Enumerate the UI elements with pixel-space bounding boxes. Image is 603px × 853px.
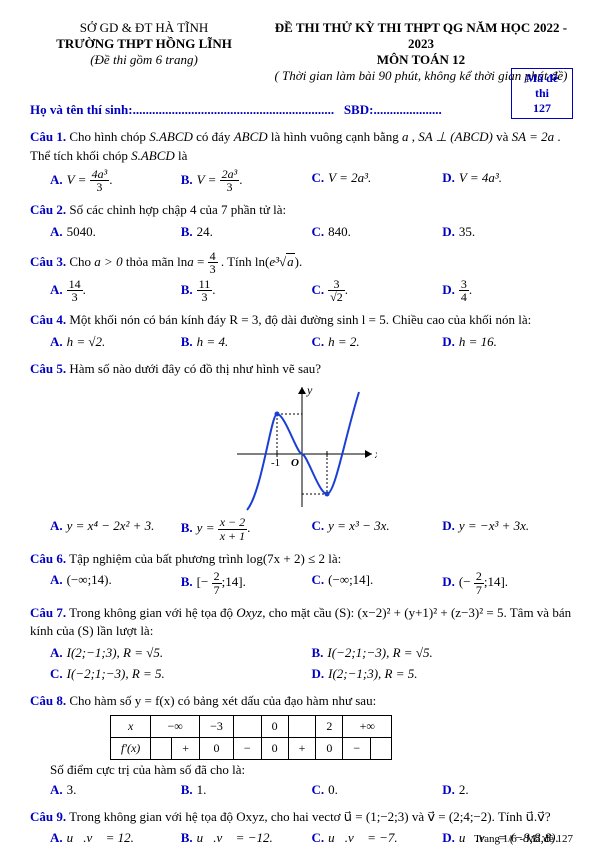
q1: Câu 1. Cho hình chóp S.ABCD có đáy ABCD … — [30, 128, 573, 166]
svg-text:y: y — [306, 383, 313, 397]
q6-B: B.[− 27;14]. — [181, 570, 312, 596]
q4: Câu 4. Một khối nón có bán kính đáy R = … — [30, 311, 573, 330]
q5-B: B.y = x − 2x + 1. — [181, 516, 312, 542]
q6-D: D.(− 27;14]. — [442, 570, 573, 596]
q4-A: A.h = √2. — [50, 332, 181, 353]
school: TRƯỜNG THPT HỒNG LĨNH — [30, 36, 258, 52]
name-label: Họ và tên thí sinh: — [30, 102, 133, 117]
q3-A: A.143. — [50, 278, 181, 304]
q1-D: D.V = 4a³. — [442, 168, 573, 194]
q8-options: A.3. B.1. C.0. D.2. — [50, 780, 573, 801]
q1-B: B.V = 2a³3. — [181, 168, 312, 194]
q5-D: D.y = −x³ + 3x. — [442, 516, 573, 542]
q3-B: B.113. — [181, 278, 312, 304]
q5-A: A.y = x⁴ − 2x² + 3. — [50, 516, 181, 542]
q2-options: A.5040. B.24. C.840. D.35. — [50, 222, 573, 243]
q4-options: A.h = √2. B.h = 4. C.h = 2. D.h = 16. — [50, 332, 573, 353]
svg-text:x: x — [374, 447, 377, 461]
q4-D: D.h = 16. — [442, 332, 573, 353]
svg-text:-1: -1 — [271, 457, 280, 469]
pages: (Đề thi gồm 6 trang) — [30, 52, 258, 68]
q9-C: C.u⃗.v⃗ = −7. — [312, 828, 443, 849]
q2-A: A.5040. — [50, 222, 181, 243]
q8-table: x −∞ −3 0 2 +∞ f′(x) + 0 − 0 + 0 − — [110, 715, 392, 760]
q6-C: C.(−∞;14]. — [312, 570, 443, 596]
q7-options: A.I(2;−1;3), R = √5. B.I(−2;1;−3), R = √… — [50, 643, 573, 685]
q7-A: A.I(2;−1;3), R = √5. — [50, 643, 312, 664]
q9-B: B.u⃗.v⃗ = −12. — [181, 828, 312, 849]
q7: Câu 7. Trong không gian với hệ tọa độ Ox… — [30, 604, 573, 642]
table-row: f′(x) + 0 − 0 + 0 − — [111, 737, 392, 759]
q5-C: C.y = x³ − 3x. — [312, 516, 443, 542]
q3-options: A.143. B.113. C.3√2. D.34. — [50, 278, 573, 304]
q8-text2: Số điểm cực trị của hàm số đã cho là: — [50, 762, 573, 778]
q7-D: D.I(2;−1;3), R = 5. — [312, 664, 574, 685]
q8-A: A.3. — [50, 780, 181, 801]
footer: Trang 1/6 - Mã đề 127 — [474, 833, 573, 845]
q1-A: A.V = 4a³3. — [50, 168, 181, 194]
q3-C: C.3√2. — [312, 278, 443, 304]
q2: Câu 2. Số các chỉnh hợp chập 4 của 7 phầ… — [30, 201, 573, 220]
q6: Câu 6. Tập nghiệm của bất phương trình l… — [30, 550, 573, 569]
dept: SỞ GD & ĐT HÀ TĨNH — [30, 20, 258, 36]
q4-B: B.h = 4. — [181, 332, 312, 353]
q5-graph: x y O -1 — [227, 382, 377, 512]
q6-options: A.(−∞;14). B.[− 27;14]. C.(−∞;14]. D.(− … — [50, 570, 573, 596]
q6-A: A.(−∞;14). — [50, 570, 181, 596]
q5-options: A.y = x⁴ − 2x² + 3. B.y = x − 2x + 1. C.… — [50, 516, 573, 542]
q2-D: D.35. — [442, 222, 573, 243]
student-line: Họ và tên thí sinh:.....................… — [30, 102, 573, 118]
header-left: SỞ GD & ĐT HÀ TĨNH TRƯỜNG THPT HỒNG LĨNH… — [30, 20, 258, 84]
svg-text:O: O — [291, 457, 299, 469]
q9-A: A.u⃗.v⃗ = 12. — [50, 828, 181, 849]
q7-B: B.I(−2;1;−3), R = √5. — [312, 643, 574, 664]
q2-C: C.840. — [312, 222, 443, 243]
q9: Câu 9. Trong không gian với hệ tọa độ Ox… — [30, 808, 573, 827]
q3: Câu 3. Cho a > 0 thỏa mãn lna = 43 . Tín… — [30, 250, 573, 276]
q2-B: B.24. — [181, 222, 312, 243]
q5: Câu 5. Hàm số nào dưới đây có đồ thị như… — [30, 360, 573, 379]
exam-code-box: Mã đề thi 127 — [511, 68, 573, 119]
header: SỞ GD & ĐT HÀ TĨNH TRƯỜNG THPT HỒNG LĨNH… — [30, 20, 573, 84]
q8-C: C.0. — [312, 780, 443, 801]
q8-B: B.1. — [181, 780, 312, 801]
q1-options: A.V = 4a³3. B.V = 2a³3. C.V = 2a³. D.V =… — [50, 168, 573, 194]
q8-D: D.2. — [442, 780, 573, 801]
q7-C: C.I(−2;1;−3), R = 5. — [50, 664, 312, 685]
q8: Câu 8. Cho hàm số y = f(x) có bảng xét d… — [30, 692, 573, 711]
exam-code: 127 — [518, 101, 566, 116]
sbd-label: SBD: — [344, 102, 374, 117]
q1-C: C.V = 2a³. — [312, 168, 443, 194]
subject: MÔN TOÁN 12 — [269, 52, 573, 68]
table-row: x −∞ −3 0 2 +∞ — [111, 715, 392, 737]
exam-code-label: Mã đề thi — [518, 71, 566, 101]
q4-C: C.h = 2. — [312, 332, 443, 353]
exam-title: ĐỀ THI THỬ KỲ THI THPT QG NĂM HỌC 2022 -… — [269, 20, 573, 52]
q3-D: D.34. — [442, 278, 573, 304]
